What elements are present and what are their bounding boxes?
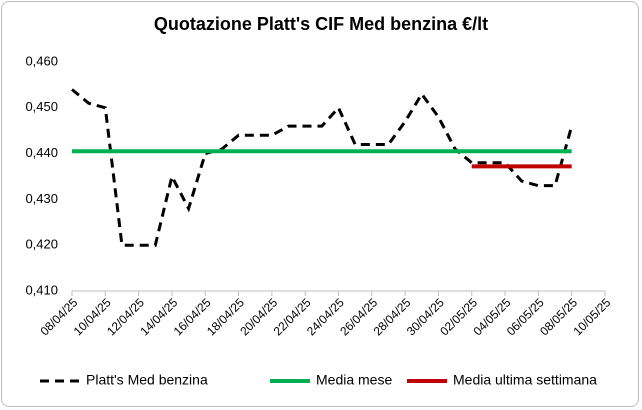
legend-label: Platt's Med benzina	[86, 372, 208, 388]
legend-label: Media ultima settimana	[453, 372, 597, 388]
x-tick-label: 10/05/25	[570, 295, 613, 338]
y-tick-label: 0,410	[25, 282, 58, 297]
y-tick-label: 0,440	[25, 145, 58, 160]
series-line	[71, 88, 574, 247]
y-tick-label: 0,450	[25, 99, 58, 114]
y-tick-label: 0,460	[25, 53, 58, 68]
legend-label: Media mese	[316, 372, 392, 388]
y-tick-label: 0,420	[25, 237, 58, 252]
y-tick-label: 0,430	[25, 191, 58, 206]
chart-title: Quotazione Platt's CIF Med benzina €/lt	[154, 14, 488, 34]
